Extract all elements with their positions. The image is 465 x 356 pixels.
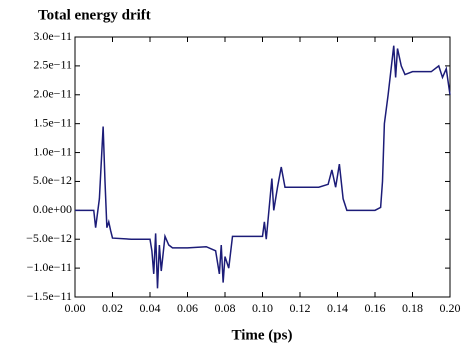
y-tick-label: 3.0e−11 bbox=[33, 29, 72, 43]
y-tick-label: 1.0e−11 bbox=[33, 144, 72, 158]
chart-title: Total energy drift bbox=[38, 7, 151, 23]
x-tick-label: 0.06 bbox=[177, 301, 198, 315]
x-tick-label: 0.12 bbox=[290, 301, 311, 315]
y-tick-label: 2.0e−11 bbox=[33, 87, 72, 101]
data-line bbox=[75, 45, 451, 289]
y-tick-label: 5.0e−12 bbox=[33, 173, 72, 187]
plot-frame bbox=[74, 36, 451, 298]
x-tick-label: 0.14 bbox=[327, 301, 348, 315]
y-tick-label: −1.5e−11 bbox=[27, 289, 72, 303]
x-axis-label: Time (ps) bbox=[232, 327, 293, 343]
x-tick-label: 0.02 bbox=[102, 301, 123, 315]
x-tick-label: 0.04 bbox=[140, 301, 161, 315]
y-tick-label: 1.5e−11 bbox=[33, 115, 72, 129]
x-tick-label: 0.10 bbox=[252, 301, 273, 315]
x-tick-label: 0.20 bbox=[440, 301, 461, 315]
y-tick-label: 0.0e+00 bbox=[33, 202, 72, 216]
y-tick-label: −1.0e−11 bbox=[27, 260, 72, 274]
x-tick-label: 0.18 bbox=[402, 301, 423, 315]
x-tick-label: 0.00 bbox=[65, 301, 86, 315]
x-tick-label: 0.08 bbox=[215, 301, 236, 315]
y-tick-label: 2.5e−11 bbox=[33, 58, 72, 72]
y-tick-label: −5.0e−12 bbox=[26, 231, 72, 245]
x-tick-label: 0.16 bbox=[365, 301, 386, 315]
